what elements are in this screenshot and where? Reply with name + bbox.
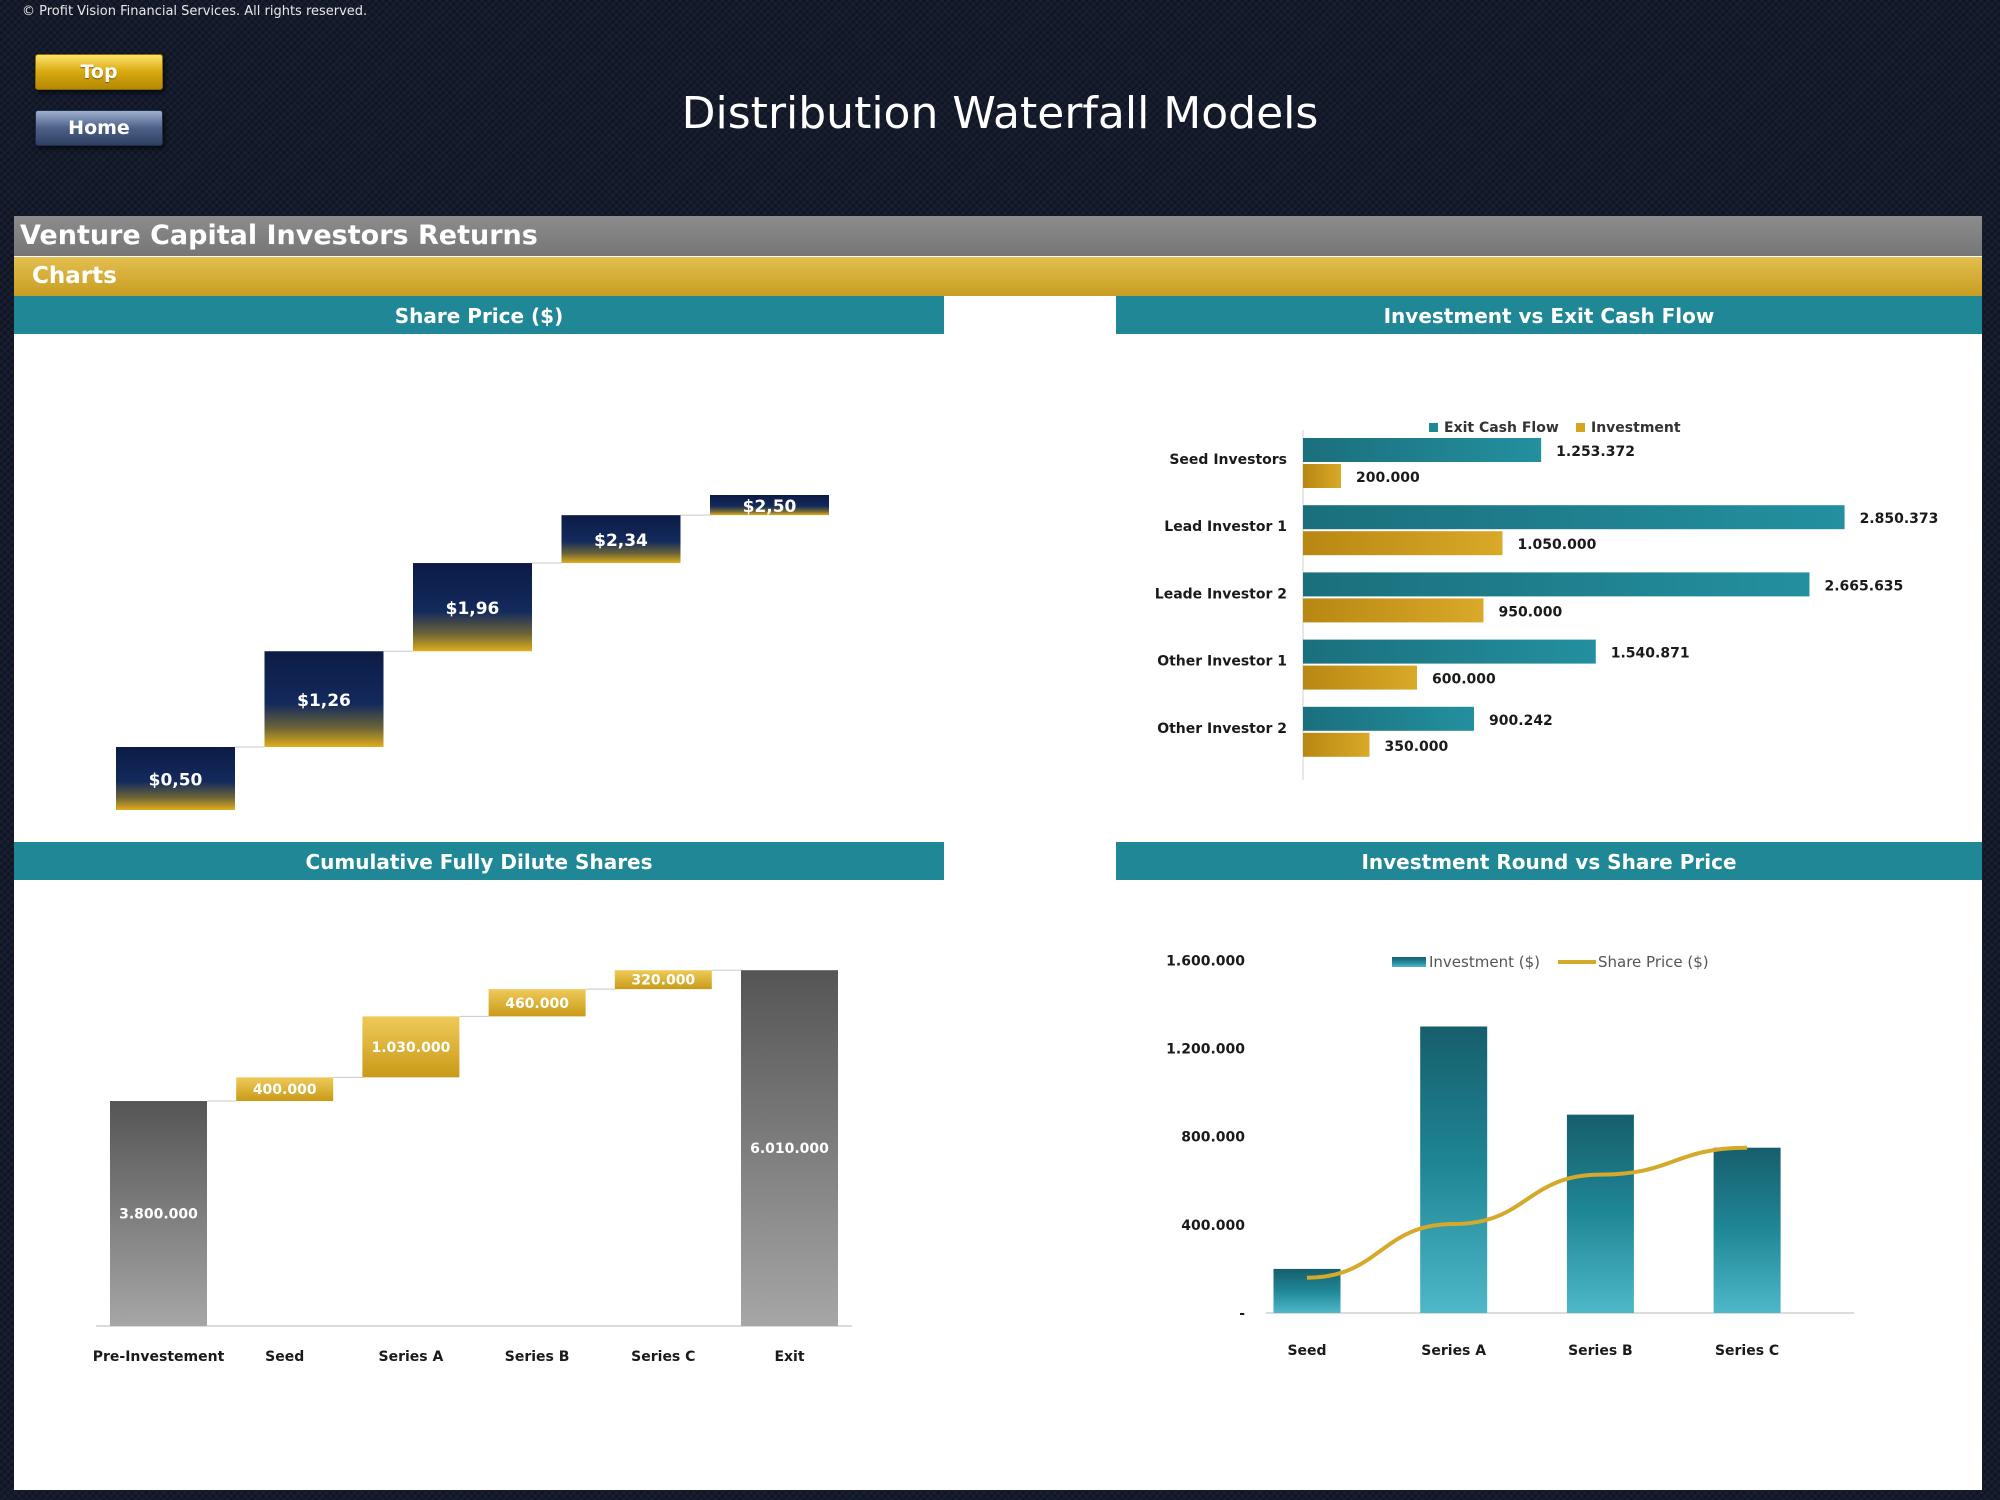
investment-bar — [1303, 464, 1341, 488]
exit-cash-flow-bar — [1303, 639, 1596, 664]
investment-bar — [1303, 531, 1503, 556]
category-label: Series C — [631, 1349, 695, 1365]
legend-label: Investment ($) — [1429, 953, 1540, 971]
data-label: 1.540.871 — [1611, 646, 1690, 662]
investment-bar — [1713, 1147, 1781, 1313]
dashboard-content: Venture Capital Investors Returns Charts… — [14, 216, 1982, 1490]
category-label: Seed — [265, 1349, 304, 1365]
investment-bar — [1566, 1114, 1634, 1313]
share-price-bar — [413, 563, 532, 652]
cash-flow-panel: Investment vs Exit Cash Flow Exit Cash F… — [1116, 296, 1982, 836]
data-label: 1.030.000 — [371, 1040, 450, 1056]
category-label: Pre-Investement — [93, 1349, 225, 1365]
data-label: $1,26 — [297, 691, 351, 711]
data-label: $2,50 — [743, 497, 797, 517]
category-label: Series A — [1421, 1343, 1486, 1359]
round-price-panel: Investment Round vs Share Price Investme… — [1116, 842, 1982, 1402]
data-label: 900.242 — [1489, 713, 1553, 729]
exit-cash-flow-bar — [1303, 438, 1542, 462]
data-label: 1.050.000 — [1518, 537, 1597, 553]
increment-bar — [488, 989, 586, 1017]
exit-cash-flow-bar — [1303, 706, 1475, 731]
increment-bar — [362, 1016, 460, 1078]
legend-swatch — [1576, 423, 1585, 432]
share-price-chart: $0,50Seed$1,26Series A$1,96Series B$2,34… — [116, 495, 829, 810]
share-price-panel: Share Price ($) $0,50Seed$1,26Series A$1… — [14, 296, 944, 836]
top-button[interactable]: Top — [35, 54, 163, 90]
increment-bar — [236, 1077, 334, 1102]
chart-title: Share Price ($) — [14, 296, 944, 334]
increment-bar — [614, 970, 712, 990]
investment-bar — [1420, 1026, 1488, 1313]
legend-label: Share Price ($) — [1598, 953, 1709, 971]
share-price-bar — [561, 515, 681, 564]
data-label: $0,50 — [149, 771, 203, 791]
data-label: 3.800.000 — [119, 1207, 198, 1223]
data-label: $2,34 — [594, 531, 648, 551]
round-price-chart: Investment ($) Share Price ($) - 400.000 800… — [1166, 953, 1854, 1359]
cash-flow-chart: Exit Cash FlowInvestment-500.0001.000.00… — [1155, 420, 1939, 780]
category-label: Other Investor 2 — [1157, 721, 1287, 737]
investment-bar — [1303, 665, 1417, 690]
tick-label: 1.600.000 — [1166, 953, 1245, 969]
legend-swatch — [1429, 423, 1438, 432]
category-label: Series A — [378, 1349, 443, 1365]
category-label: Series B — [505, 1349, 570, 1365]
share-price-line — [1306, 1145, 1748, 1280]
data-label: $1,96 — [446, 599, 500, 619]
total-bar — [110, 1101, 207, 1326]
data-label: 350.000 — [1385, 739, 1449, 755]
data-label: 400.000 — [253, 1082, 317, 1098]
chart-title: Investment vs Exit Cash Flow — [1116, 296, 1982, 334]
investment-bar — [1303, 732, 1370, 757]
category-label: Leade Investor 2 — [1155, 586, 1287, 602]
data-label: 460.000 — [505, 996, 569, 1012]
category-label: Seed — [1287, 1343, 1326, 1359]
dilute-shares-panel: Cumulative Fully Dilute Shares 3.800.000… — [14, 842, 944, 1402]
data-label: 950.000 — [1499, 604, 1563, 620]
category-label: Exit — [774, 1349, 804, 1365]
category-label: Other Investor 1 — [1157, 654, 1287, 670]
tick-label: - — [1239, 1306, 1245, 1322]
data-label: 320.000 — [631, 973, 695, 989]
data-label: 1.253.372 — [1556, 444, 1635, 460]
data-label: 200.000 — [1356, 470, 1420, 486]
data-label: 2.850.373 — [1860, 511, 1939, 527]
home-button[interactable]: Home — [35, 110, 163, 146]
legend-label: Investment — [1591, 420, 1681, 436]
share-price-bar — [710, 495, 829, 516]
tick-label: 1.200.000 — [1166, 1042, 1245, 1058]
data-label: 6.010.000 — [750, 1141, 829, 1157]
page-title: Distribution Waterfall Models — [681, 88, 1319, 139]
tick-label: 400.000 — [1181, 1218, 1245, 1234]
chart-title: Cumulative Fully Dilute Shares — [14, 842, 944, 880]
section-subtitle: Charts — [14, 257, 1982, 296]
share-price-bar — [116, 747, 235, 810]
chart-title: Investment Round vs Share Price — [1116, 842, 1982, 880]
copyright-text: © Profit Vision Financial Services. All … — [22, 4, 368, 19]
data-label: 2.665.635 — [1824, 578, 1903, 594]
category-label: Seed Investors — [1169, 452, 1287, 468]
dilute-shares-chart: 3.800.000 Pre-Investement 400.000 Seed 1.030… — [93, 969, 852, 1365]
investment-bar — [1303, 598, 1484, 623]
share-price-bar — [264, 651, 384, 747]
exit-cash-flow-bar — [1303, 572, 1810, 597]
data-label: 600.000 — [1432, 672, 1496, 688]
category-label: Series C — [1715, 1343, 1779, 1359]
total-bar — [741, 970, 838, 1326]
section-title: Venture Capital Investors Returns — [14, 216, 1982, 256]
tick-label: 800.000 — [1181, 1130, 1245, 1146]
category-label: Series B — [1568, 1343, 1633, 1359]
legend-swatch — [1392, 957, 1426, 967]
exit-cash-flow-bar — [1303, 505, 1845, 530]
legend-label: Exit Cash Flow — [1444, 420, 1559, 436]
category-label: Lead Investor 1 — [1164, 519, 1287, 535]
